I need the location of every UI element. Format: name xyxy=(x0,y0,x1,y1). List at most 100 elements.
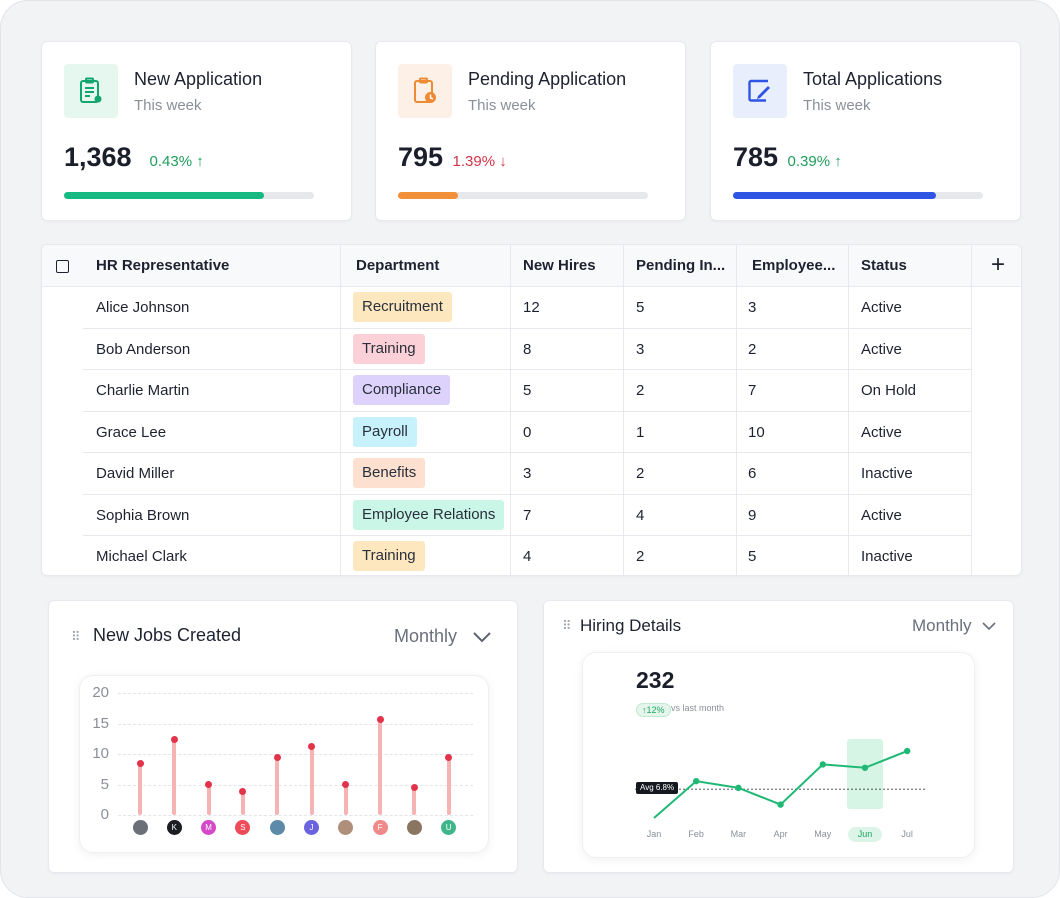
cell-employees: 10 xyxy=(748,423,765,441)
stat-delta: 0.39% ↑ xyxy=(788,153,842,170)
bar-marker xyxy=(273,753,281,761)
stat-card: Pending Application This week 795 1.39% … xyxy=(375,41,686,221)
bar-marker xyxy=(410,784,418,792)
avatar[interactable] xyxy=(338,820,354,835)
column-header-department[interactable]: Department xyxy=(356,257,440,274)
column-header-status[interactable]: Status xyxy=(861,257,907,274)
department-tag: Training xyxy=(353,541,425,571)
avatar[interactable] xyxy=(132,820,148,835)
stat-value: 795 xyxy=(398,142,444,172)
progress-fill xyxy=(398,192,458,199)
data-point[interactable] xyxy=(904,747,911,755)
cell-new-hires: 7 xyxy=(523,506,532,524)
column-header-new-hires[interactable]: New Hires xyxy=(523,257,596,274)
avatar[interactable]: M xyxy=(201,820,217,835)
cell-pending: 4 xyxy=(636,506,645,524)
avatar[interactable]: K xyxy=(166,820,182,835)
bar[interactable] xyxy=(446,757,451,815)
cell-employees: 7 xyxy=(748,382,757,399)
avatar[interactable] xyxy=(406,820,422,835)
column-header-hr-representative[interactable]: HR Representative xyxy=(96,257,230,274)
stat-title: New Application xyxy=(134,69,263,89)
column-divider xyxy=(848,245,849,575)
column-divider xyxy=(340,245,341,575)
y-tick-label: 20 xyxy=(92,684,109,701)
table-row[interactable]: Alice Johnson Recruitment 12 5 3 Active xyxy=(83,287,972,329)
cell-employees: 2 xyxy=(748,340,757,358)
cell-employees: 5 xyxy=(748,548,757,565)
grid-line xyxy=(118,693,473,694)
avatar[interactable]: F xyxy=(372,820,388,835)
growth-badge: ↑12% xyxy=(636,703,671,717)
column-header-employees[interactable]: Employee... xyxy=(752,257,836,274)
bar[interactable] xyxy=(412,787,417,815)
panel-title: Hiring Details xyxy=(580,616,682,635)
data-point[interactable] xyxy=(777,801,784,808)
stat-value: 785 xyxy=(733,142,779,172)
arrow-up-icon: ↑ xyxy=(196,153,204,170)
cell-pending: 3 xyxy=(636,340,645,358)
bar[interactable] xyxy=(138,763,142,815)
stat-subtitle: This week xyxy=(468,97,536,114)
avatar[interactable]: S xyxy=(235,820,251,835)
drag-handle-icon[interactable]: ⠿ xyxy=(71,629,80,644)
x-tick-label: Jun xyxy=(848,827,882,842)
column-divider xyxy=(736,245,737,575)
cell-new-hires: 8 xyxy=(523,340,532,358)
table-header: HR Representative Department New Hires P… xyxy=(42,245,1021,287)
data-point[interactable] xyxy=(693,777,700,785)
period-label: Monthly xyxy=(394,626,458,646)
drag-handle-icon[interactable]: ⠿ xyxy=(562,618,571,633)
bar[interactable] xyxy=(275,757,280,815)
hiring-total: 232 xyxy=(636,667,675,693)
cell-status: Active xyxy=(861,340,902,358)
arrow-down-icon: ↓ xyxy=(499,153,507,170)
delta-value: 0.39% xyxy=(787,153,831,170)
stat-value: 1,368 xyxy=(64,142,132,172)
column-header-pending[interactable]: Pending In... xyxy=(636,257,726,274)
table-row[interactable]: Charlie Martin Compliance 5 2 7 On Hold xyxy=(83,370,972,412)
data-point[interactable] xyxy=(819,761,826,768)
stat-subtitle: This week xyxy=(803,97,871,114)
avatar[interactable] xyxy=(269,820,285,835)
grid-line xyxy=(118,815,473,816)
hiring-chart-area: 232 ↑12% vs last month Avg 6.8% Jan Feb Mar… xyxy=(582,652,975,858)
table-row[interactable]: Michael Clark Training 4 2 5 Inactive xyxy=(83,536,972,575)
progress-track xyxy=(733,192,983,199)
new-jobs-panel: ⠿ New Jobs Created Monthly 20 15 10 5 0 K M S J F… xyxy=(48,600,518,873)
period-dropdown[interactable]: Monthly xyxy=(394,626,492,647)
hiring-line-chart xyxy=(635,739,926,819)
bar[interactable] xyxy=(206,784,211,815)
chevron-down-icon xyxy=(473,632,491,643)
table-row[interactable]: Grace Lee Payroll 0 1 10 Active xyxy=(83,412,972,453)
comparison-label: vs last month xyxy=(671,703,725,713)
add-column-icon[interactable]: + xyxy=(990,251,1005,278)
stat-delta: 0.43% ↑ xyxy=(150,153,204,170)
highlight-band xyxy=(847,739,883,809)
data-point[interactable] xyxy=(735,784,742,792)
avatar[interactable]: J xyxy=(304,820,319,835)
period-dropdown[interactable]: Monthly xyxy=(912,616,996,636)
bar[interactable] xyxy=(343,784,348,815)
data-point[interactable] xyxy=(861,764,869,771)
cell-hr-representative: Bob Anderson xyxy=(96,340,191,358)
grid-line xyxy=(118,784,473,786)
department-tag: Recruitment xyxy=(353,292,452,322)
bar-marker xyxy=(239,788,247,796)
cell-status: On Hold xyxy=(861,382,917,399)
bar[interactable] xyxy=(172,739,177,815)
progress-fill xyxy=(64,192,264,199)
bar[interactable] xyxy=(240,791,245,815)
table-row[interactable]: David Miller Benefits 3 2 6 Inactive xyxy=(83,453,972,495)
avatar[interactable]: U xyxy=(441,820,457,835)
stat-delta: 1.39% ↓ xyxy=(453,153,507,170)
select-all-checkbox[interactable] xyxy=(56,260,69,273)
column-divider xyxy=(971,245,972,575)
bar[interactable] xyxy=(309,746,314,815)
bar[interactable] xyxy=(378,719,383,815)
table-row[interactable]: Sophia Brown Employee Relations 7 4 9 Ac… xyxy=(83,495,972,536)
department-tag: Compliance xyxy=(353,375,451,405)
table-row[interactable]: Bob Anderson Training 8 3 2 Active xyxy=(83,329,972,370)
cell-status: Active xyxy=(861,299,902,316)
column-divider xyxy=(623,245,624,575)
